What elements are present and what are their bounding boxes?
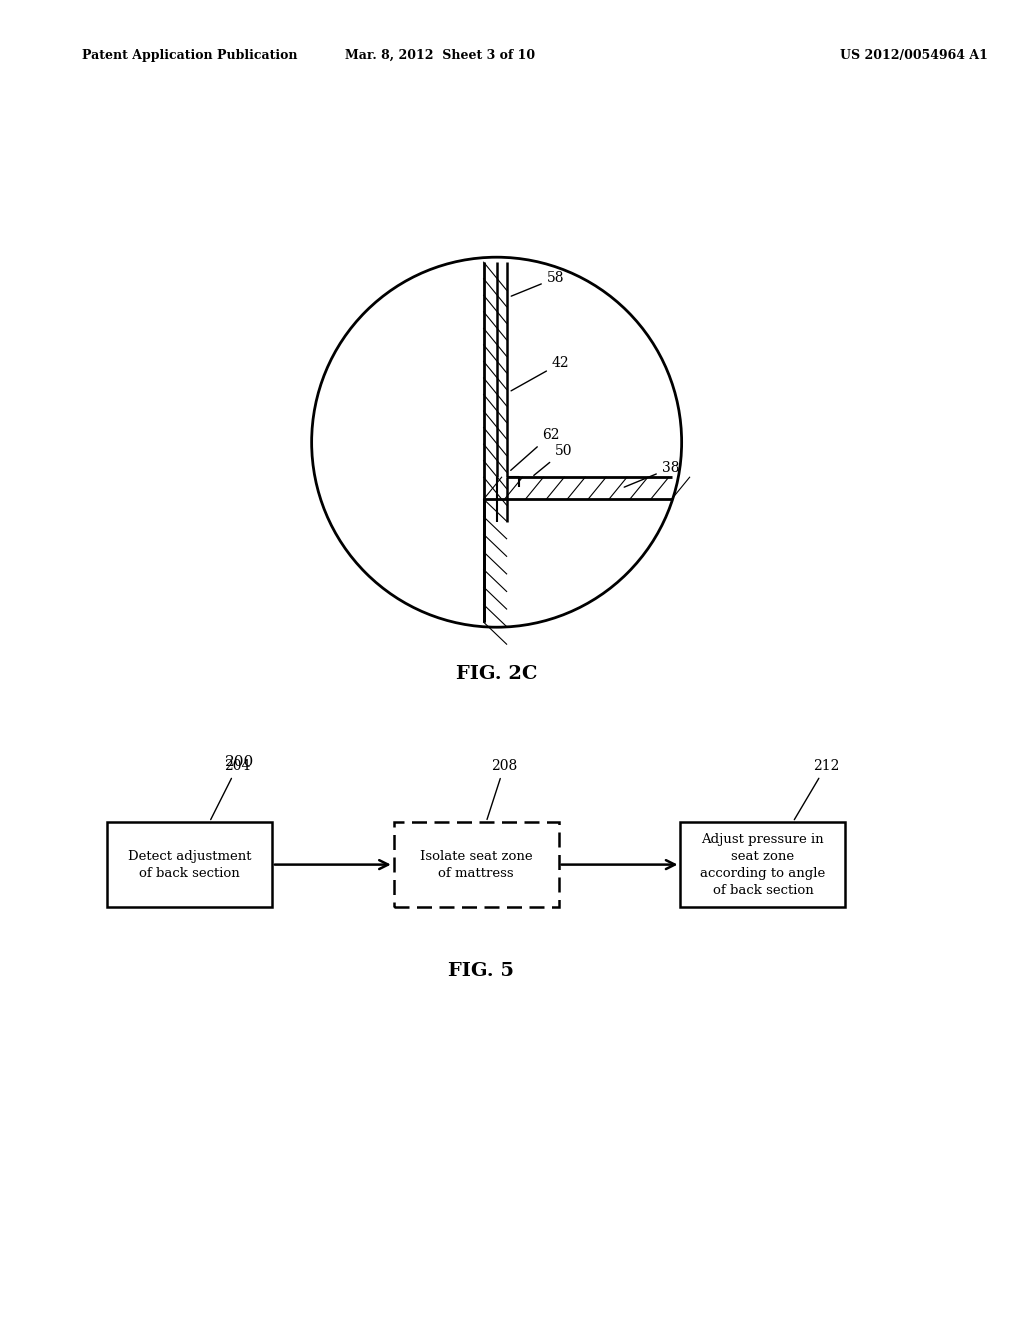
Text: 42: 42 <box>511 356 569 391</box>
Text: 204: 204 <box>211 759 251 820</box>
Text: FIG. 5: FIG. 5 <box>449 962 514 979</box>
FancyBboxPatch shape <box>393 822 559 907</box>
FancyBboxPatch shape <box>106 822 272 907</box>
Text: 38: 38 <box>625 461 679 487</box>
Text: Patent Application Publication: Patent Application Publication <box>82 49 297 62</box>
Text: 212: 212 <box>795 759 840 820</box>
Text: 62: 62 <box>511 428 559 470</box>
Text: 58: 58 <box>511 271 564 296</box>
Text: Adjust pressure in
seat zone
according to angle
of back section: Adjust pressure in seat zone according t… <box>700 833 825 896</box>
Text: FIG. 2C: FIG. 2C <box>456 665 538 684</box>
Text: US 2012/0054964 A1: US 2012/0054964 A1 <box>840 49 987 62</box>
Text: 50: 50 <box>534 445 572 475</box>
Text: 200: 200 <box>225 755 255 770</box>
Text: Detect adjustment
of back section: Detect adjustment of back section <box>128 850 251 879</box>
Text: 208: 208 <box>487 759 517 820</box>
Text: Mar. 8, 2012  Sheet 3 of 10: Mar. 8, 2012 Sheet 3 of 10 <box>345 49 536 62</box>
FancyBboxPatch shape <box>680 822 846 907</box>
Text: Isolate seat zone
of mattress: Isolate seat zone of mattress <box>420 850 532 879</box>
